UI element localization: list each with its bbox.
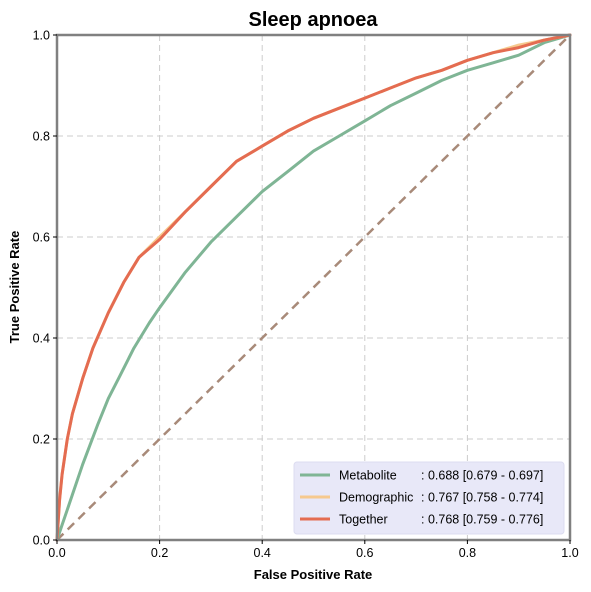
x-tick-label: 0.4 [254,546,271,560]
y-axis-label: True Positive Rate [7,231,22,344]
x-axis-label: False Positive Rate [254,567,373,582]
legend-entry-label: Metabolite [339,469,414,483]
legend-entry-stat: : 0.767 [0.758 - 0.774] [421,491,543,505]
legend-entry-stat: : 0.688 [0.679 - 0.697] [421,469,543,483]
series-group [55,33,572,542]
series-line-together [55,33,572,542]
y-ticks: 0.0 0.2 0.4 0.6 0.8 1.0 [33,29,57,548]
legend-entry-label: Together [339,513,412,527]
y-tick-label: 0.2 [33,433,50,447]
y-tick-label: 0.8 [33,130,50,144]
x-tick-label: 0.8 [459,546,476,560]
legend-entry-stat: : 0.768 [0.759 - 0.776] [421,513,543,527]
x-tick-label: 1.0 [561,546,578,560]
y-tick-label: 1.0 [33,29,50,43]
series-line-metabolite [55,33,572,542]
y-tick-label: 0.0 [33,534,50,548]
legend-entry-label: Demographic [339,491,413,505]
x-tick-label: 0.2 [151,546,168,560]
x-tick-label: 0.0 [48,546,65,560]
x-ticks: 0.0 0.2 0.4 0.6 0.8 1.0 [48,540,579,560]
legend-box [293,461,565,535]
chart-title: Sleep apnoea [249,9,379,31]
plot-frame [55,33,572,542]
grid [57,35,570,540]
y-tick-label: 0.6 [33,231,50,245]
legend: Metabolite : 0.688 [0.679 - 0.697] Demogr… [293,461,565,535]
y-tick-label: 0.4 [33,332,50,346]
x-tick-label: 0.6 [356,546,373,560]
